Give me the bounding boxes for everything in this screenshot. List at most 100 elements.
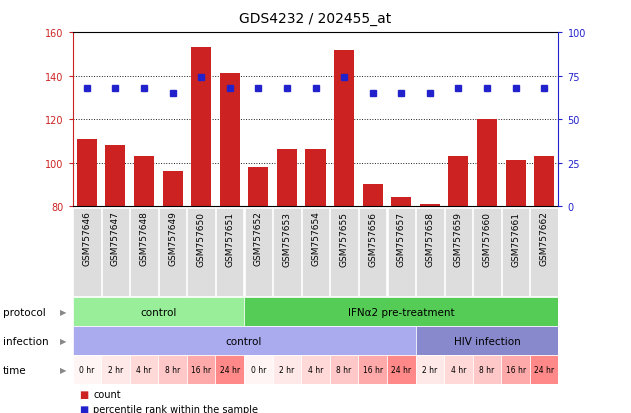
Bar xyxy=(505,161,526,206)
Text: GSM757646: GSM757646 xyxy=(83,211,91,266)
Bar xyxy=(130,355,158,384)
FancyBboxPatch shape xyxy=(331,208,358,297)
Text: infection: infection xyxy=(3,336,49,346)
Bar xyxy=(444,355,473,384)
Bar xyxy=(416,326,558,355)
Text: GSM757648: GSM757648 xyxy=(139,211,148,266)
Text: ■: ■ xyxy=(79,389,88,399)
Text: GSM757659: GSM757659 xyxy=(454,211,463,266)
Bar xyxy=(501,355,530,384)
FancyBboxPatch shape xyxy=(359,208,386,297)
Bar xyxy=(273,355,301,384)
Text: 16 hr: 16 hr xyxy=(363,365,383,374)
Bar xyxy=(77,139,97,206)
Text: GDS4232 / 202455_at: GDS4232 / 202455_at xyxy=(239,12,392,26)
Text: ■: ■ xyxy=(79,404,88,413)
Text: HIV infection: HIV infection xyxy=(454,336,521,346)
Bar xyxy=(305,150,326,206)
Text: time: time xyxy=(3,365,27,375)
Text: 0 hr: 0 hr xyxy=(251,365,266,374)
Text: 24 hr: 24 hr xyxy=(391,365,411,374)
Text: protocol: protocol xyxy=(3,307,46,317)
Text: 8 hr: 8 hr xyxy=(165,365,180,374)
Text: percentile rank within the sample: percentile rank within the sample xyxy=(93,404,258,413)
Text: control: control xyxy=(226,336,262,346)
FancyBboxPatch shape xyxy=(445,208,472,297)
Text: 24 hr: 24 hr xyxy=(220,365,240,374)
Text: GSM757654: GSM757654 xyxy=(311,211,320,266)
FancyBboxPatch shape xyxy=(216,208,244,297)
Text: 16 hr: 16 hr xyxy=(505,365,526,374)
Text: 8 hr: 8 hr xyxy=(480,365,495,374)
Text: 0 hr: 0 hr xyxy=(79,365,95,374)
FancyBboxPatch shape xyxy=(502,208,529,297)
FancyBboxPatch shape xyxy=(387,208,415,297)
FancyBboxPatch shape xyxy=(102,208,129,297)
Bar xyxy=(249,168,268,206)
Bar xyxy=(301,355,330,384)
Text: 16 hr: 16 hr xyxy=(191,365,211,374)
Bar xyxy=(416,355,444,384)
Bar xyxy=(101,355,130,384)
FancyBboxPatch shape xyxy=(159,208,186,297)
Text: GSM757658: GSM757658 xyxy=(425,211,434,266)
FancyBboxPatch shape xyxy=(187,208,215,297)
Text: GSM757660: GSM757660 xyxy=(483,211,492,266)
Bar xyxy=(244,297,558,326)
Bar xyxy=(191,48,211,206)
Text: GSM757657: GSM757657 xyxy=(397,211,406,266)
Bar xyxy=(277,150,297,206)
Bar xyxy=(73,297,244,326)
FancyBboxPatch shape xyxy=(302,208,329,297)
Bar xyxy=(158,355,187,384)
Bar xyxy=(387,355,416,384)
FancyBboxPatch shape xyxy=(245,208,272,297)
Bar xyxy=(391,198,411,206)
Text: GSM757655: GSM757655 xyxy=(339,211,348,266)
Text: 2 hr: 2 hr xyxy=(422,365,437,374)
Bar xyxy=(358,355,387,384)
Bar xyxy=(105,146,126,206)
Text: control: control xyxy=(140,307,177,317)
Text: GSM757662: GSM757662 xyxy=(540,211,548,266)
Text: 8 hr: 8 hr xyxy=(336,365,351,374)
Bar xyxy=(363,185,382,206)
Bar xyxy=(220,74,240,206)
Text: count: count xyxy=(93,389,121,399)
Bar xyxy=(134,157,154,206)
Text: 4 hr: 4 hr xyxy=(451,365,466,374)
Text: IFNα2 pre-treatment: IFNα2 pre-treatment xyxy=(348,307,454,317)
Bar xyxy=(187,355,215,384)
FancyBboxPatch shape xyxy=(473,208,501,297)
Bar xyxy=(420,204,440,206)
Text: GSM757661: GSM757661 xyxy=(511,211,520,266)
FancyBboxPatch shape xyxy=(416,208,444,297)
Bar xyxy=(215,355,244,384)
Text: GSM757653: GSM757653 xyxy=(283,211,292,266)
Text: GSM757649: GSM757649 xyxy=(168,211,177,266)
FancyBboxPatch shape xyxy=(273,208,300,297)
Bar xyxy=(330,355,358,384)
Bar xyxy=(73,355,101,384)
Text: ▶: ▶ xyxy=(60,307,66,316)
Bar xyxy=(477,120,497,206)
Text: GSM757652: GSM757652 xyxy=(254,211,263,266)
Bar xyxy=(473,355,501,384)
Bar xyxy=(534,157,554,206)
Bar xyxy=(530,355,558,384)
Text: GSM757647: GSM757647 xyxy=(111,211,120,266)
Bar xyxy=(73,326,416,355)
Text: GSM757650: GSM757650 xyxy=(197,211,206,266)
Text: 2 hr: 2 hr xyxy=(108,365,123,374)
FancyBboxPatch shape xyxy=(130,208,158,297)
Text: 4 hr: 4 hr xyxy=(136,365,151,374)
FancyBboxPatch shape xyxy=(531,208,558,297)
Bar xyxy=(163,172,182,206)
Text: 2 hr: 2 hr xyxy=(280,365,295,374)
Text: ▶: ▶ xyxy=(60,365,66,374)
FancyBboxPatch shape xyxy=(73,208,100,297)
Text: ▶: ▶ xyxy=(60,336,66,345)
Bar xyxy=(244,355,273,384)
Text: GSM757656: GSM757656 xyxy=(368,211,377,266)
Text: GSM757651: GSM757651 xyxy=(225,211,234,266)
